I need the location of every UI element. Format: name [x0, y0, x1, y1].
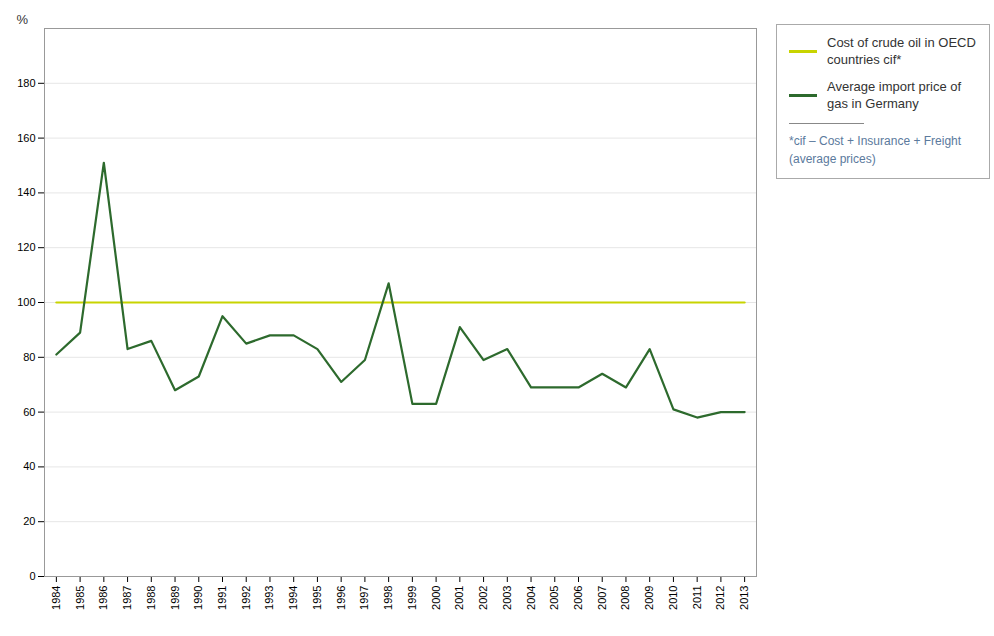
svg-text:1992: 1992: [240, 586, 252, 610]
svg-text:1991: 1991: [216, 586, 228, 610]
html-text:*cif – Cost + Insurance + Frei: *cif – Cost + Insurance + Freight (avera…: [789, 133, 962, 166]
svg-text:2001: 2001: [453, 586, 465, 610]
svg-text:2006: 2006: [572, 586, 584, 610]
svg-text:1986: 1986: [97, 586, 109, 610]
svg-text:2007: 2007: [596, 586, 608, 610]
svg-text:40: 40: [23, 460, 35, 472]
html-text:Average import price of gas in: Average import price of gas in Germany: [827, 78, 962, 111]
svg-text:2011: 2011: [691, 586, 703, 610]
svg-text:0: 0: [29, 570, 35, 582]
svg-text:1989: 1989: [169, 586, 181, 610]
svg-text:60: 60: [23, 406, 35, 418]
svg-text:1996: 1996: [335, 586, 347, 610]
svg-text:1988: 1988: [145, 586, 157, 610]
svg-text:1993: 1993: [263, 586, 275, 610]
svg-text:2002: 2002: [477, 586, 489, 610]
svg-text:180: 180: [17, 77, 35, 89]
svg-text:1997: 1997: [358, 586, 370, 610]
svg-text:2008: 2008: [619, 586, 631, 610]
svg-text:80: 80: [23, 351, 35, 363]
svg-text:1995: 1995: [311, 586, 323, 610]
svg-text:1998: 1998: [382, 586, 394, 610]
html-text:Cost of crude oil in OECD coun: Cost of crude oil in OECD countries cif*: [827, 35, 976, 67]
svg-text:1984: 1984: [50, 586, 62, 610]
svg-text:2004: 2004: [525, 586, 537, 610]
svg-text:1990: 1990: [192, 586, 204, 610]
svg-text:2012: 2012: [714, 586, 726, 610]
svg-text:160: 160: [17, 132, 35, 144]
svg-text:20: 20: [23, 515, 35, 527]
svg-text:1985: 1985: [74, 586, 86, 610]
svg-text:1999: 1999: [406, 586, 418, 610]
svg-text:120: 120: [17, 241, 35, 253]
svg-text:100: 100: [17, 296, 35, 308]
svg-text:1987: 1987: [121, 586, 133, 610]
svg-text:2000: 2000: [430, 586, 442, 610]
svg-text:%: %: [17, 12, 29, 27]
svg-text:1994: 1994: [287, 586, 299, 610]
svg-text:140: 140: [17, 186, 35, 198]
svg-text:2010: 2010: [667, 586, 679, 610]
svg-text:2005: 2005: [548, 586, 560, 610]
svg-text:2013: 2013: [738, 586, 750, 610]
svg-text:2003: 2003: [501, 586, 513, 610]
svg-text:2009: 2009: [643, 586, 655, 610]
